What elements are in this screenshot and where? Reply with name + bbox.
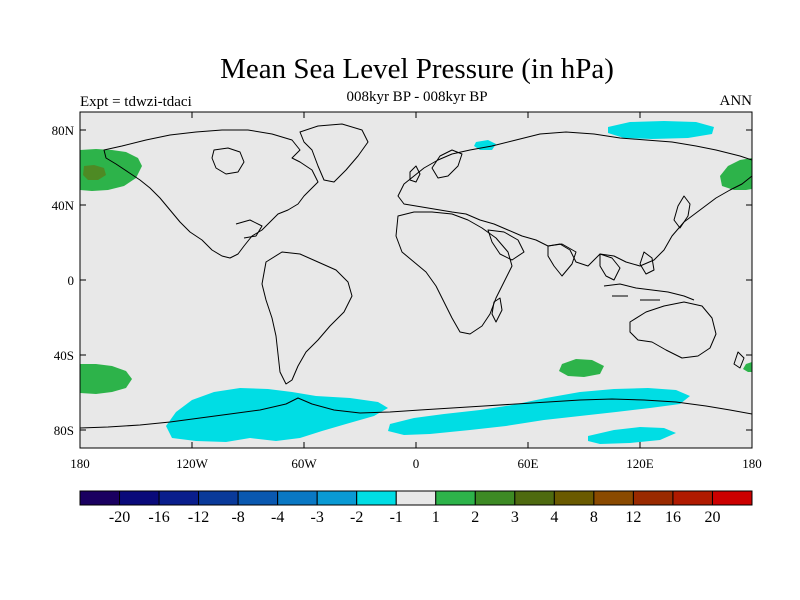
lat-label-40s: 40S	[54, 348, 74, 363]
colorbar-swatch	[632, 490, 674, 506]
colorbar-swatch	[79, 490, 121, 506]
season-label: ANN	[719, 93, 753, 109]
colorbar-swatch	[395, 490, 437, 506]
colorbar-label: -20	[109, 509, 130, 526]
lon-label-0: 0	[413, 456, 420, 471]
anomaly-region-southern-ocean-pacific	[166, 388, 388, 442]
colorbar-label: -8	[231, 509, 244, 526]
colorbar-swatch	[593, 490, 634, 506]
coastline-philippines	[639, 251, 655, 275]
colorbar-label: 16	[665, 509, 681, 526]
experiment-label: Expt = tdwzi-tdaci	[80, 94, 192, 110]
coastline-antarctica	[80, 397, 752, 429]
lon-label-120w: 120W	[176, 456, 209, 471]
anomaly-contours	[80, 121, 752, 444]
coastline-new-zealand	[733, 351, 745, 369]
colorbar-label: -2	[350, 509, 363, 526]
lat-label-80s: 80S	[54, 423, 74, 438]
axis-ticks	[79, 112, 753, 448]
lat-label-0: 0	[68, 273, 75, 288]
coastline-arabia	[487, 229, 525, 261]
colorbar-label: 2	[471, 509, 479, 526]
colorbar-swatch	[119, 490, 160, 506]
lat-label-80n: 80N	[52, 123, 75, 138]
lon-label-60e: 60E	[518, 456, 539, 471]
colorbar-swatch	[514, 490, 555, 506]
coastline-north-america	[103, 129, 319, 259]
colorbar-swatch	[474, 490, 516, 506]
colorbar-label: 8	[590, 509, 598, 526]
coastline-australia	[629, 301, 717, 359]
anomaly-region-antarctic-coast	[588, 427, 676, 444]
colorbar-label: -1	[390, 509, 403, 526]
anomaly-region-north-pacific-core	[83, 165, 106, 180]
lon-label-180e: 180	[742, 456, 762, 471]
colorbar-label: 20	[704, 509, 720, 526]
lat-label-40n: 40N	[52, 198, 75, 213]
coastline-southeast-asia	[599, 253, 621, 281]
anomaly-region-south-pacific-west	[80, 364, 132, 394]
map-title: Mean Sea Level Pressure (in hPa)	[220, 53, 614, 85]
colorbar-swatch	[356, 490, 397, 506]
coastline-scandinavia	[431, 149, 463, 179]
coastline-madagascar	[491, 297, 503, 323]
coastline-africa	[395, 211, 513, 335]
colorbar-swatch	[435, 490, 476, 506]
coastline-south-america	[261, 251, 353, 385]
colorbar-label: -12	[188, 509, 209, 526]
lon-label-60w: 60W	[291, 456, 317, 471]
colorbar-label: 3	[511, 509, 519, 526]
anomaly-region-south-pacific-east	[743, 362, 752, 372]
coastline-greenland	[299, 123, 369, 183]
coastlines	[80, 123, 752, 429]
anomaly-region-southern-indian-ocean	[559, 359, 604, 377]
colorbar-swatch	[553, 490, 595, 506]
colorbar-swatch	[316, 490, 358, 506]
colorbar-label: -3	[311, 509, 324, 526]
colorbar-swatch	[672, 490, 713, 506]
colorbar-label: -16	[148, 509, 169, 526]
colorbar-label: 12	[625, 509, 641, 526]
coastline-india	[547, 243, 577, 277]
coastline-japan	[673, 195, 691, 229]
anomaly-region-arctic	[608, 121, 714, 139]
colorbar-swatch	[711, 490, 753, 506]
colorbar-labels: -20 -16 -12 -8 -4 -3 -2 -1 1 2 3 4 8 12 16 20	[109, 509, 721, 526]
coastline-indonesia	[603, 283, 695, 301]
longitude-labels: 180 120W 60W 0 60E 120E 180	[70, 456, 762, 471]
anomaly-region-north-pacific-west	[80, 149, 142, 191]
colorbar-label: -4	[271, 509, 284, 526]
colorbar	[79, 490, 753, 506]
colorbar-label: 4	[550, 509, 558, 526]
lon-label-120e: 120E	[626, 456, 654, 471]
latitude-labels: 80N 40N 0 40S 80S	[52, 123, 75, 438]
colorbar-swatch	[237, 490, 279, 506]
colorbar-swatch	[198, 490, 239, 506]
coastline-hudson-bay	[211, 147, 245, 175]
map-subtitle: 008kyr BP - 008kyr BP	[346, 89, 488, 105]
anomaly-region-southern-ocean-indian	[388, 388, 690, 435]
colorbar-swatch	[277, 490, 318, 506]
colorbar-label: 1	[432, 509, 440, 526]
coastline-uk	[409, 165, 421, 183]
coastline-gulf-mexico	[235, 219, 263, 239]
anomaly-region-arctic-small	[474, 140, 496, 150]
colorbar-swatch	[158, 490, 200, 506]
lon-label-180w: 180	[70, 456, 90, 471]
